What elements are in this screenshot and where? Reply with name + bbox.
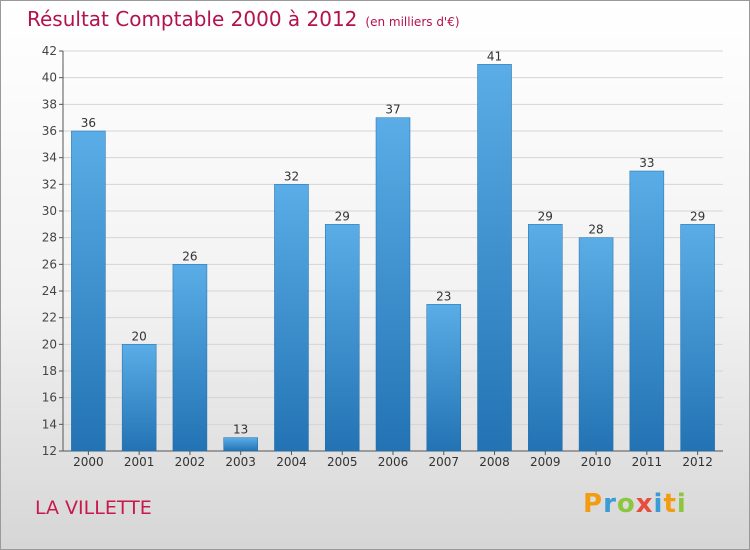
x-tick-label: 2003 [225,455,256,469]
chart-title-text: Résultat Comptable 2000 à 2012 [27,7,358,31]
data-label-2011: 33 [639,156,654,170]
data-label-2010: 28 [588,223,603,237]
bar-2002 [172,264,208,452]
bar-2011 [629,170,665,452]
logo-letter: t [663,489,677,519]
bar-2007 [426,304,462,452]
x-tick-label: 2007 [428,455,459,469]
location-name: LA VILLETTE [35,497,152,519]
y-tick-label: 38 [42,97,57,111]
x-tick-label: 2004 [276,455,307,469]
bar-2004 [274,184,309,452]
data-label-2009: 29 [538,209,553,223]
bar-2006 [375,117,411,452]
bar-2008 [477,64,512,452]
y-tick-label: 42 [42,44,57,58]
logo-letter: o [616,489,636,519]
y-tick-label: 14 [42,417,57,431]
data-label-2002: 26 [182,249,197,263]
x-tick-label: 2006 [378,455,409,469]
x-tick-label: 2000 [73,455,104,469]
data-label-2005: 29 [335,209,350,223]
chart-title: Résultat Comptable 2000 à 2012 (en millie… [27,7,460,31]
logo-letter: x [635,489,654,519]
y-tick-label: 22 [42,311,57,325]
y-tick-label: 34 [42,151,57,165]
y-tick-label: 36 [42,124,57,138]
x-tick-label: 2005 [327,455,358,469]
bar-2005 [324,224,360,452]
bar-2003 [223,437,258,452]
logo-letter: P [583,489,604,519]
y-tick-label: 30 [42,204,57,218]
x-tick-label: 2011 [632,455,663,469]
bar-2010 [578,237,614,452]
y-tick-label: 26 [42,257,57,271]
bar-2009 [528,224,563,452]
logo-letter: i [653,489,664,519]
x-tick-label: 2008 [479,455,510,469]
y-tick-label: 40 [42,71,57,85]
x-tick-label: 2010 [581,455,612,469]
data-label-2012: 29 [690,209,705,223]
label-layer: 36 20 26 13 32 29 37 23 41 29 28 33 29 [81,49,706,436]
logo-letter: r [603,489,617,519]
bar-layer [71,64,715,452]
bar-2001 [121,344,157,452]
proxiti-logo: Proxiti [583,489,687,519]
x-tick-label: 2002 [175,455,206,469]
bar-2012 [680,224,715,452]
y-tick-label: 20 [42,337,57,351]
chart-unit-note: (en milliers d'€) [365,15,460,29]
data-label-2007: 23 [436,289,451,303]
data-label-2006: 37 [385,103,400,117]
x-tick-label: 2001 [124,455,155,469]
data-label-2004: 32 [284,169,299,183]
data-label-2008: 41 [487,49,502,63]
data-label-2000: 36 [81,116,96,130]
y-tick-label: 28 [42,231,57,245]
logo-letter: i [676,489,687,519]
data-label-2003: 13 [233,423,248,437]
y-tick-label: 24 [42,284,57,298]
y-tick-label: 32 [42,177,57,191]
y-tick-label: 12 [42,444,57,458]
x-tick-label: 2012 [682,455,713,469]
axis-layer: 12 14 16 18 20 22 24 26 28 30 32 34 36 38 40 42 2000 2001… [42,44,723,469]
y-tick-label: 18 [42,364,57,378]
data-label-2001: 20 [132,329,147,343]
y-tick-label: 16 [42,391,57,405]
x-tick-label: 2009 [530,455,561,469]
bar-2000 [71,130,106,452]
